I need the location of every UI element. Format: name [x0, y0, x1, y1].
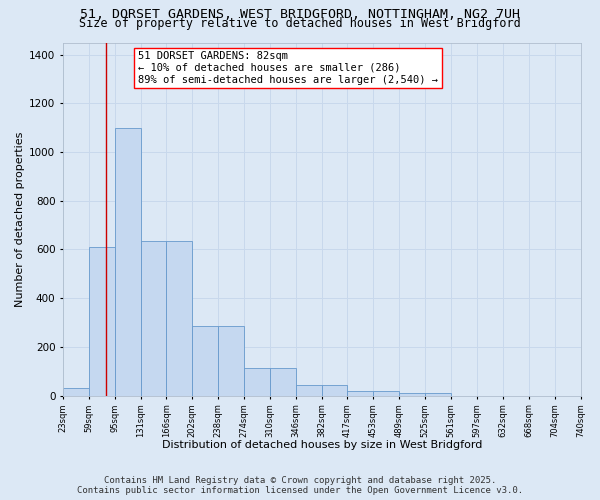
Bar	[218, 326, 244, 396]
Text: 51, DORSET GARDENS, WEST BRIDGFORD, NOTTINGHAM, NG2 7UH: 51, DORSET GARDENS, WEST BRIDGFORD, NOTT…	[80, 8, 520, 20]
Bar	[192, 326, 218, 396]
Bar	[400, 393, 425, 396]
Bar	[141, 241, 166, 396]
Bar	[347, 390, 373, 396]
Bar	[63, 388, 89, 396]
Bar	[425, 393, 451, 396]
Text: Size of property relative to detached houses in West Bridgford: Size of property relative to detached ho…	[79, 18, 521, 30]
Bar	[115, 128, 141, 396]
Bar	[296, 384, 322, 396]
Bar	[89, 247, 115, 396]
Y-axis label: Number of detached properties: Number of detached properties	[15, 132, 25, 306]
Bar	[322, 384, 347, 396]
Bar	[244, 368, 270, 396]
Bar	[373, 390, 400, 396]
Bar	[166, 241, 192, 396]
Text: Contains HM Land Registry data © Crown copyright and database right 2025.
Contai: Contains HM Land Registry data © Crown c…	[77, 476, 523, 495]
X-axis label: Distribution of detached houses by size in West Bridgford: Distribution of detached houses by size …	[161, 440, 482, 450]
Text: 51 DORSET GARDENS: 82sqm
← 10% of detached houses are smaller (286)
89% of semi-: 51 DORSET GARDENS: 82sqm ← 10% of detach…	[138, 52, 438, 84]
Bar	[270, 368, 296, 396]
